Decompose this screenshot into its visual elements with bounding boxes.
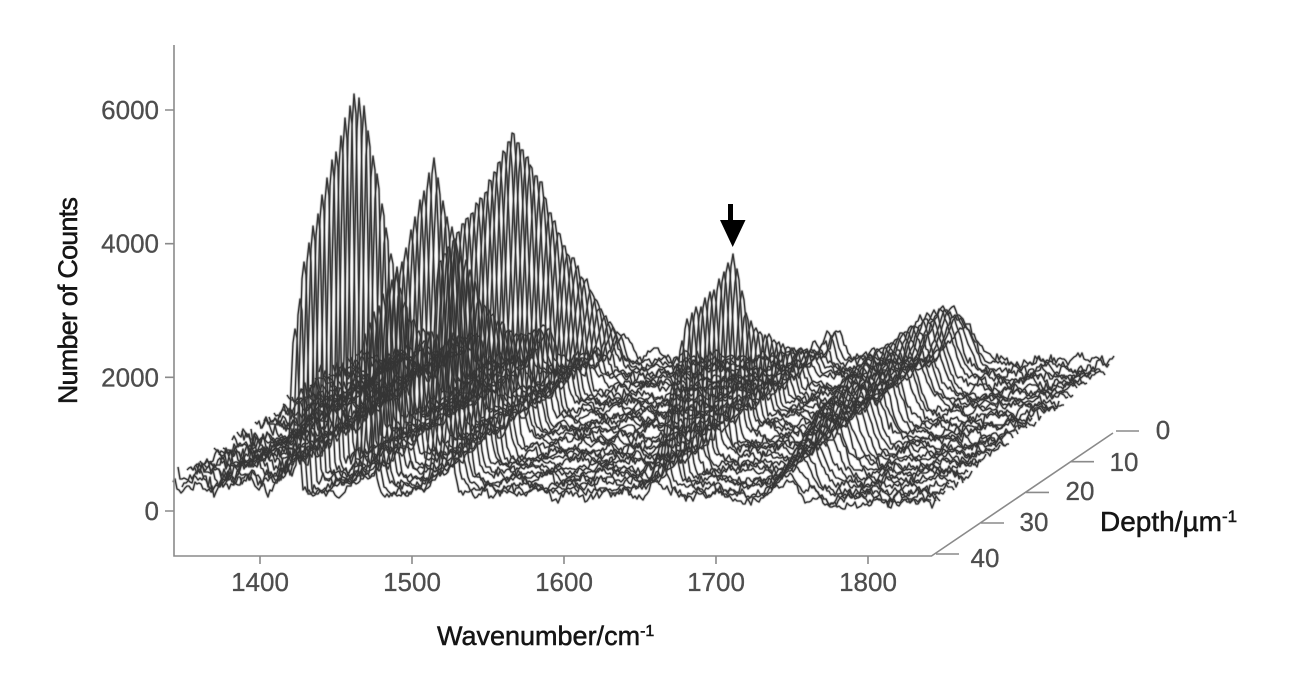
svg-text:0: 0 <box>145 496 159 526</box>
svg-text:1400: 1400 <box>231 567 289 597</box>
svg-text:1800: 1800 <box>839 567 897 597</box>
svg-text:0: 0 <box>1156 415 1170 445</box>
svg-text:Depth/µm-1: Depth/µm-1 <box>1100 506 1237 537</box>
svg-text:2000: 2000 <box>101 362 159 392</box>
svg-text:Number of Counts: Number of Counts <box>53 198 83 405</box>
svg-text:1700: 1700 <box>687 567 745 597</box>
svg-text:40: 40 <box>971 543 1000 573</box>
svg-text:30: 30 <box>1020 507 1049 537</box>
svg-text:4000: 4000 <box>101 229 159 259</box>
svg-text:1500: 1500 <box>383 567 441 597</box>
svg-text:10: 10 <box>1110 447 1139 477</box>
svg-text:6000: 6000 <box>101 95 159 125</box>
svg-text:1600: 1600 <box>535 567 593 597</box>
svg-text:20: 20 <box>1066 476 1095 506</box>
svg-text:Wavenumber/cm-1: Wavenumber/cm-1 <box>437 621 654 651</box>
